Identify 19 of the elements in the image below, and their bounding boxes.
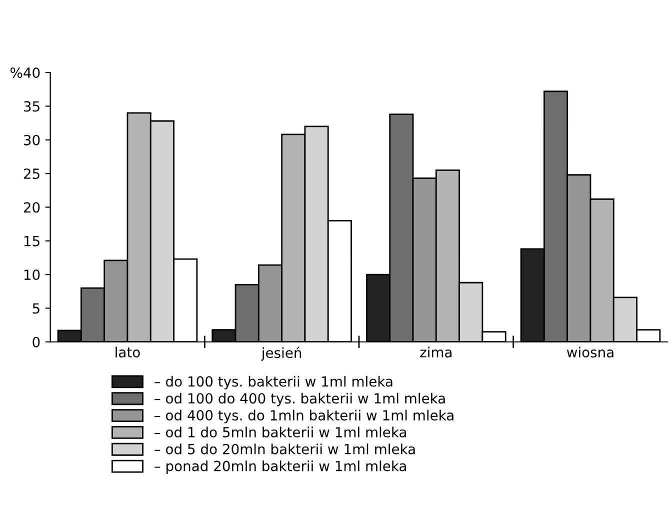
y-tick-label: 30 bbox=[24, 134, 40, 146]
y-tick-label: 25 bbox=[24, 168, 40, 180]
y-tick-label: 15 bbox=[24, 236, 40, 246]
x-tick-label: zima bbox=[420, 346, 452, 358]
y-tick-label: 35 bbox=[24, 101, 40, 112]
legend-label: – ponad 20mln bakterii w 1ml mleka bbox=[154, 460, 406, 474]
y-tick-label: 10 bbox=[24, 270, 40, 280]
x-tick-label: jesień bbox=[261, 346, 302, 361]
x-tick-label: lato bbox=[116, 346, 140, 358]
legend-label: – od 100 do 400 tys. bakterii w 1ml mleka bbox=[154, 392, 445, 406]
legend-label: – do 100 tys. bakterii w 1ml mleka bbox=[154, 376, 392, 390]
legend-label: – od 1 do 5mln bakterii w 1ml mleka bbox=[154, 426, 406, 438]
legend-label: – od 400 tys. do 1mln bakterii w 1ml mleka bbox=[154, 410, 454, 424]
y-tick-label: %40 bbox=[10, 67, 40, 78]
y-tick-label: 20 bbox=[24, 202, 40, 213]
y-tick-label: 0 bbox=[32, 336, 40, 348]
x-tick-label: wiosna bbox=[566, 346, 614, 358]
legend-label: – od 5 do 20mln bakterii w 1ml mleka bbox=[154, 444, 415, 454]
y-tick-label: 5 bbox=[32, 303, 40, 314]
